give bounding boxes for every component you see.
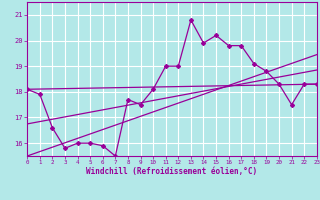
X-axis label: Windchill (Refroidissement éolien,°C): Windchill (Refroidissement éolien,°C) xyxy=(86,167,258,176)
